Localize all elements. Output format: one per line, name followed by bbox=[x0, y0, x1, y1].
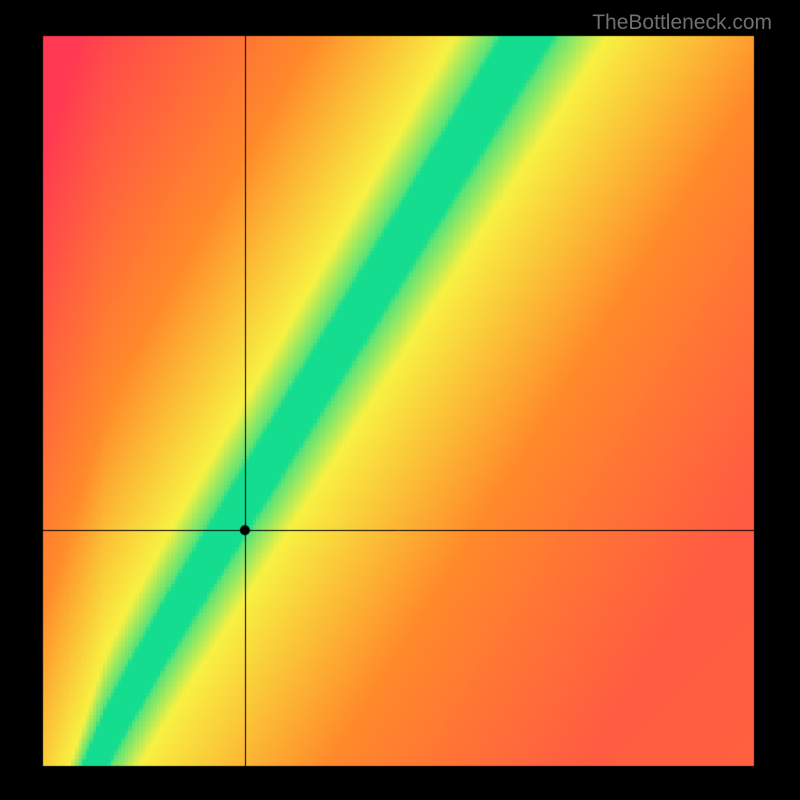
bottleneck-heatmap bbox=[0, 0, 800, 800]
watermark-text: TheBottleneck.com bbox=[592, 11, 772, 35]
